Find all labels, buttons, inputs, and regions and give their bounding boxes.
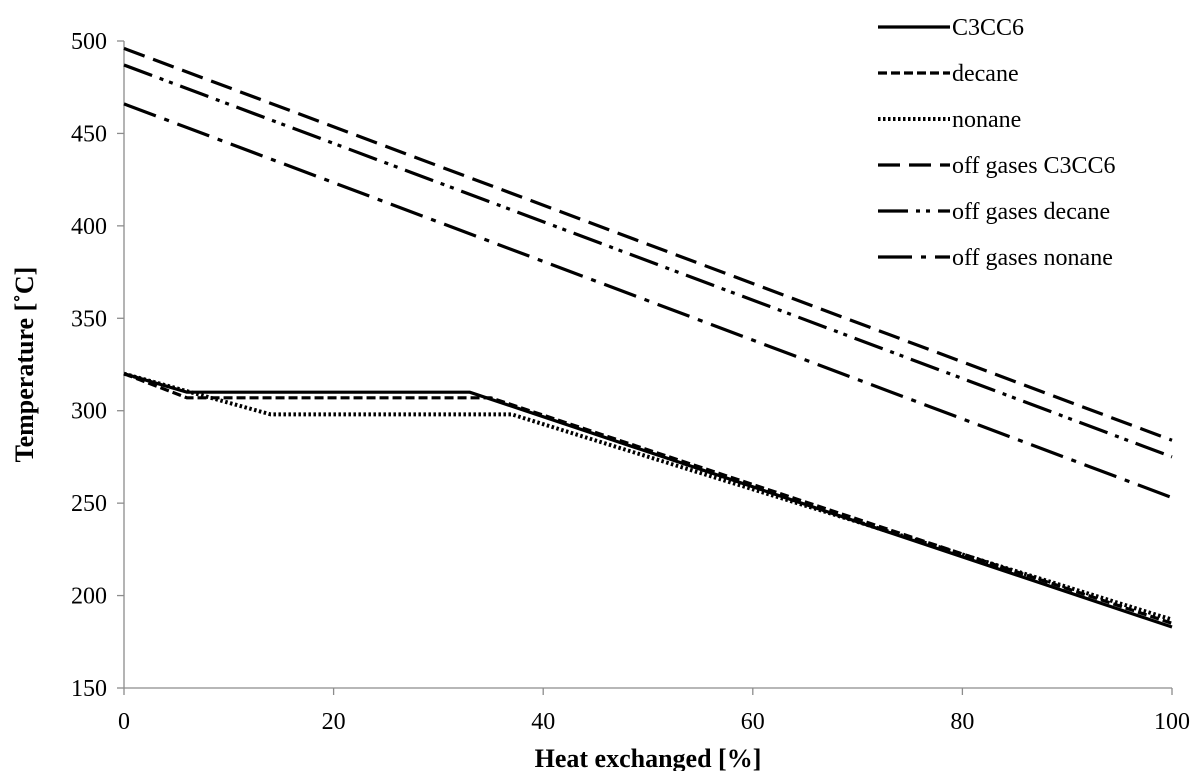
legend-label: off gases C3CC6 xyxy=(952,153,1116,179)
legend-label: off gases decane xyxy=(952,199,1110,225)
y-tick-label: 200 xyxy=(71,584,107,610)
tick-labels: 150 200 250 300 350 400 450 500 0 20 40 60 80 100 xyxy=(71,29,1190,735)
series-line-off-gases-decane xyxy=(123,63,1173,459)
legend-label: nonane xyxy=(952,107,1021,133)
series-line-c3cc6 xyxy=(123,372,1173,629)
series-line-off-gases-c3cc6 xyxy=(123,46,1173,442)
y-tick-label: 500 xyxy=(71,29,107,55)
y-tick-label: 250 xyxy=(71,491,107,517)
series-line-nonane xyxy=(123,371,1173,622)
y-axis-title: Temperature [˚C] xyxy=(10,267,39,463)
legend-label: off gases nonane xyxy=(952,245,1113,271)
x-tick-label: 0 xyxy=(118,709,130,735)
series-line-decane xyxy=(123,372,1173,625)
x-axis-title: Heat exchanged [%] xyxy=(535,744,762,771)
legend: C3CC6 decane nonane off gases C3CC6 off gase… xyxy=(878,15,1116,271)
legend-label: decane xyxy=(952,61,1019,87)
y-tick-label: 300 xyxy=(71,399,107,425)
x-tick-label: 40 xyxy=(531,709,555,735)
series-line-off-gases-nonane xyxy=(123,102,1173,500)
axes xyxy=(117,40,1173,695)
x-tick-label: 100 xyxy=(1154,709,1190,735)
y-tick-label: 400 xyxy=(71,214,107,240)
x-tick-label: 20 xyxy=(322,709,346,735)
x-tick-label: 80 xyxy=(950,709,974,735)
legend-label: C3CC6 xyxy=(952,15,1024,41)
y-tick-label: 350 xyxy=(71,306,107,332)
x-tick-label: 60 xyxy=(741,709,765,735)
y-tick-label: 450 xyxy=(71,121,107,147)
series-layer xyxy=(123,46,1173,629)
y-tick-label: 150 xyxy=(71,676,107,702)
